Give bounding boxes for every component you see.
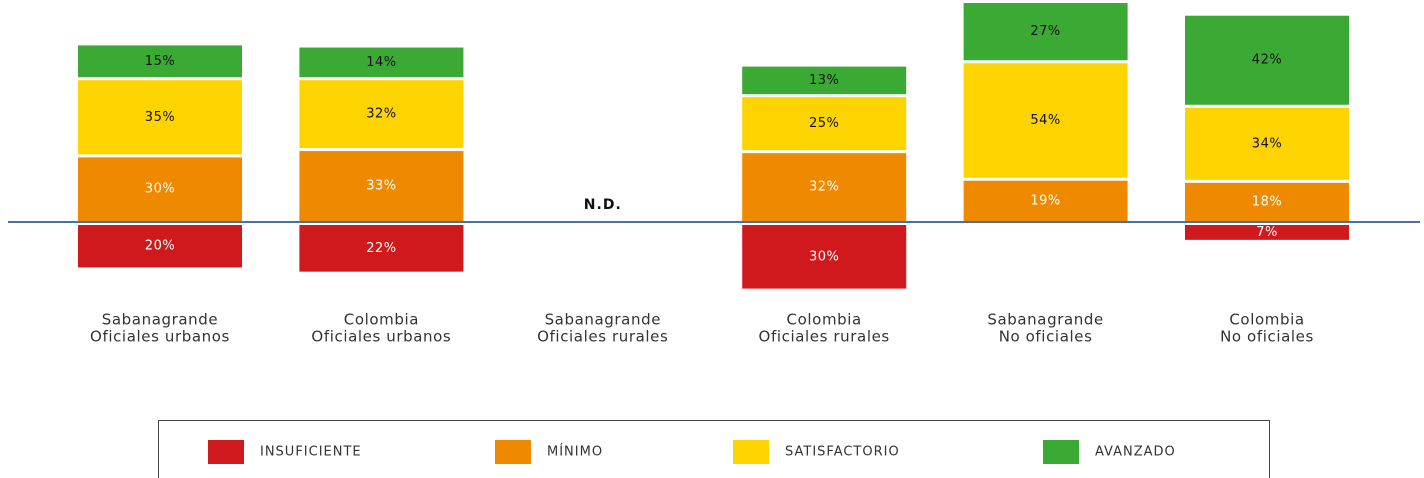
x-tick-label: No oficiales — [1220, 328, 1314, 346]
legend-box — [158, 420, 1270, 478]
x-tick-label: Oficiales rurales — [537, 328, 668, 346]
value-label: 0% — [1035, 223, 1057, 238]
value-label: 19% — [1030, 193, 1060, 208]
bar-segment — [78, 80, 242, 155]
bar-segment — [78, 225, 242, 268]
legend-label: AVANZADO — [1095, 445, 1176, 460]
legend-label: SATISFACTORIO — [785, 445, 900, 460]
bar-segment — [299, 80, 464, 149]
bar-segment — [742, 66, 907, 95]
x-tick-label: Colombia — [787, 311, 862, 329]
bar-segment — [742, 153, 907, 221]
value-label: 33% — [366, 179, 396, 194]
bar-segment — [78, 157, 242, 221]
legend-swatch — [208, 440, 244, 464]
x-tick-label: Oficiales rurales — [759, 328, 890, 346]
x-tick-label: Sabanagrande — [102, 311, 218, 329]
value-label: 20% — [145, 239, 175, 254]
value-label: 27% — [1030, 24, 1060, 39]
value-label: 7% — [1256, 225, 1278, 240]
bar-segment — [1185, 15, 1349, 105]
value-label: 35% — [145, 110, 175, 125]
value-label: 32% — [366, 107, 396, 122]
x-tick-label: Sabanagrande — [987, 311, 1103, 329]
x-tick-label: Sabanagrande — [545, 311, 661, 329]
value-label: 30% — [809, 249, 839, 264]
bar-segment — [299, 151, 464, 221]
x-tick-label: Colombia — [344, 311, 419, 329]
x-tick-label: Oficiales urbanos — [311, 328, 451, 346]
value-label: 14% — [366, 55, 396, 70]
bar-segment — [963, 3, 1128, 61]
bar-segment — [963, 180, 1128, 221]
x-tick-label: No oficiales — [999, 328, 1093, 346]
legend-label: INSUFICIENTE — [260, 445, 362, 460]
value-label: 54% — [1030, 113, 1060, 128]
x-tick-label: Oficiales urbanos — [90, 328, 230, 346]
value-label: 32% — [809, 180, 839, 195]
bar-segment — [1185, 225, 1349, 240]
value-label: 15% — [145, 54, 175, 69]
value-label: 34% — [1252, 136, 1282, 151]
bar-segment — [299, 47, 464, 78]
bar-segment — [742, 225, 907, 289]
value-label: 42% — [1252, 53, 1282, 68]
value-label: 30% — [145, 182, 175, 197]
x-tick-label: Colombia — [1229, 311, 1304, 329]
bar-segment — [1185, 107, 1349, 180]
bar-segment — [78, 45, 242, 78]
bar-segment — [299, 225, 464, 272]
legend-swatch — [733, 440, 769, 464]
legend-label: MÍNIMO — [547, 444, 603, 460]
bar-segment — [963, 63, 1128, 178]
annotation: N.D. — [584, 197, 622, 213]
value-label: 25% — [809, 116, 839, 131]
value-label: 13% — [809, 73, 839, 88]
value-label: 18% — [1252, 194, 1282, 209]
legend-swatch — [495, 440, 531, 464]
value-label: 22% — [366, 241, 396, 256]
bar-segment — [1185, 182, 1349, 221]
bar-segment — [742, 97, 907, 151]
legend-swatch — [1043, 440, 1079, 464]
